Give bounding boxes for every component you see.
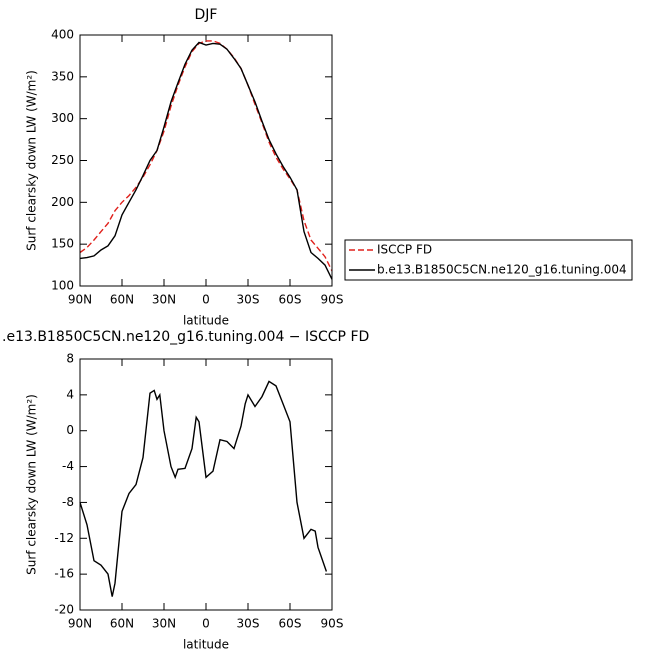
legend-label: ISCCP FD bbox=[377, 243, 432, 257]
y-tick-label: -20 bbox=[54, 603, 74, 617]
y-tick-label: 300 bbox=[51, 111, 74, 125]
y-tick-label: 400 bbox=[51, 28, 74, 42]
x-tick-label: 0 bbox=[202, 617, 210, 631]
x-tick-label: 30S bbox=[237, 293, 260, 307]
x-tick-label: 60S bbox=[279, 293, 302, 307]
x-tick-label: 30N bbox=[152, 293, 176, 307]
y-tick-label: -16 bbox=[54, 567, 74, 581]
y-tick-label: 150 bbox=[51, 237, 74, 251]
y-tick-label: -4 bbox=[62, 459, 74, 473]
x-tick-label: 30S bbox=[237, 617, 260, 631]
chart-title: .e13.B1850C5CN.ne120_g16.tuning.004 − IS… bbox=[2, 329, 369, 345]
plot-frame bbox=[79, 358, 333, 611]
y-tick-label: 4 bbox=[66, 387, 74, 401]
chart-title: DJF bbox=[195, 7, 218, 23]
y-tick-label: 250 bbox=[51, 153, 74, 167]
x-tick-label: 60N bbox=[110, 617, 134, 631]
series-line bbox=[79, 41, 333, 280]
x-axis-label: latitude bbox=[183, 314, 229, 328]
x-axis-label: latitude bbox=[183, 638, 229, 652]
series-line bbox=[79, 40, 333, 272]
x-tick-label: 90S bbox=[321, 293, 344, 307]
x-tick-label: 90N bbox=[68, 293, 92, 307]
plot-frame bbox=[79, 34, 333, 287]
y-tick-label: 350 bbox=[51, 69, 74, 83]
x-tick-label: 90S bbox=[321, 617, 344, 631]
series-line bbox=[79, 380, 328, 597]
x-tick-label: 90N bbox=[68, 617, 92, 631]
y-tick-label: 100 bbox=[51, 279, 74, 293]
x-tick-label: 60S bbox=[279, 617, 302, 631]
x-tick-label: 60N bbox=[110, 293, 134, 307]
y-tick-label: -12 bbox=[54, 531, 74, 545]
x-tick-label: 30N bbox=[152, 617, 176, 631]
y-tick-label: 0 bbox=[66, 423, 74, 437]
x-tick-label: 0 bbox=[202, 293, 210, 307]
legend-box bbox=[344, 239, 633, 281]
y-tick-label: 200 bbox=[51, 195, 74, 209]
legend-label: b.e13.B1850C5CN.ne120_g16.tuning.004 bbox=[377, 263, 627, 277]
y-axis-label: Surf clearsky down LW (W/m²) bbox=[25, 70, 39, 251]
y-axis-label: Surf clearsky down LW (W/m²) bbox=[25, 394, 39, 575]
y-tick-label: -8 bbox=[62, 495, 74, 509]
y-tick-label: 8 bbox=[66, 352, 74, 366]
